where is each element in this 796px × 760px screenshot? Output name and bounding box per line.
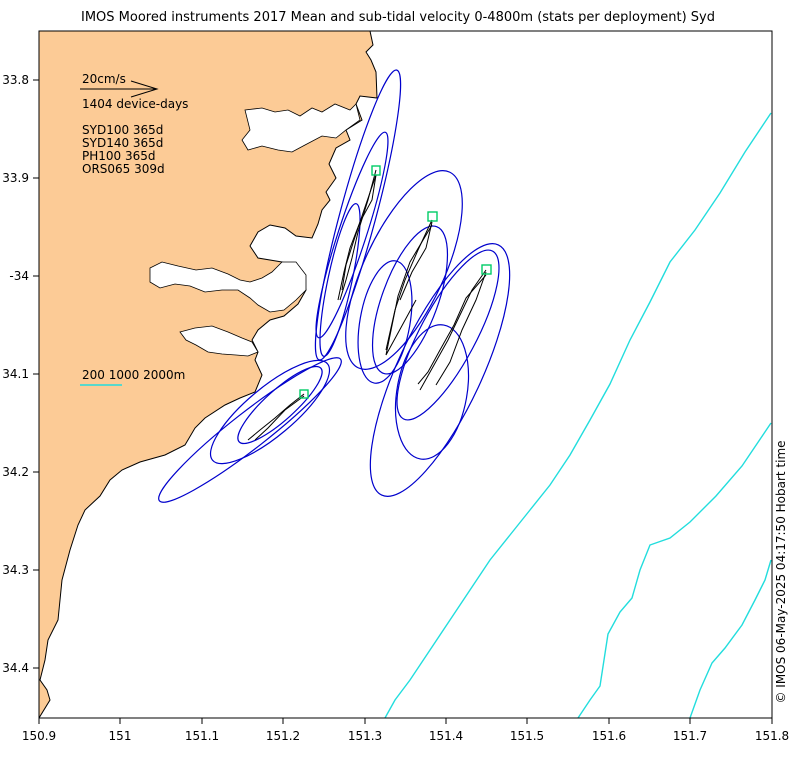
y-tick-label: 34.3 <box>2 563 29 577</box>
x-tick-labels: 150.9 151 151.1 151.2 151.3 151.4 151.5 … <box>22 729 789 743</box>
x-tick-label: 151.7 <box>673 729 707 743</box>
x-tick-label: 151.4 <box>429 729 463 743</box>
deployment-item: PH100 365d <box>82 149 156 163</box>
y-tick-label: 33.8 <box>2 73 29 87</box>
deployment-list: SYD100 365d SYD140 365d PH100 365d ORS06… <box>82 123 165 176</box>
y-tick-label: 34.2 <box>2 465 29 479</box>
device-days-label: 1404 device-days <box>82 97 188 111</box>
estuary-north <box>241 103 361 153</box>
estuary-botany <box>179 325 259 357</box>
estuary-harbour <box>149 261 307 313</box>
x-tick-label: 151 <box>109 729 132 743</box>
deployment-item: SYD140 365d <box>82 136 163 150</box>
credit-text: © IMOS 06-May-2025 04:17:50 Hobart time <box>774 440 788 703</box>
mooring-markers <box>299 165 492 399</box>
x-tick-label: 151.8 <box>755 729 789 743</box>
deployment-item: ORS065 309d <box>82 162 165 176</box>
x-tick-label: 151.6 <box>592 729 626 743</box>
x-tick-label: 151.5 <box>510 729 544 743</box>
scale-arrow-icon <box>80 80 159 98</box>
x-tick-label: 150.9 <box>22 729 56 743</box>
x-tick-label: 151.1 <box>185 729 219 743</box>
y-tick-labels: 33.8 33.9 -34 34.1 34.2 34.3 34.4 <box>2 73 29 675</box>
x-tick-label: 151.3 <box>348 729 382 743</box>
isobath-legend-label: 200 1000 2000m <box>82 368 185 382</box>
isobath-lines <box>384 112 772 718</box>
y-tick-label: 34.4 <box>2 661 29 675</box>
y-axis <box>33 79 39 669</box>
y-tick-label: 34.1 <box>2 367 29 381</box>
scale-arrow-label: 20cm/s <box>82 72 126 86</box>
deployment-item: SYD100 365d <box>82 123 163 137</box>
y-tick-label: -34 <box>9 269 29 283</box>
chart-title: IMOS Moored instruments 2017 Mean and su… <box>80 10 715 25</box>
x-axis <box>38 718 773 724</box>
variance-ellipses <box>158 69 511 503</box>
x-tick-label: 151.2 <box>266 729 300 743</box>
y-tick-label: 33.9 <box>2 171 29 185</box>
velocity-sticks <box>247 169 487 441</box>
